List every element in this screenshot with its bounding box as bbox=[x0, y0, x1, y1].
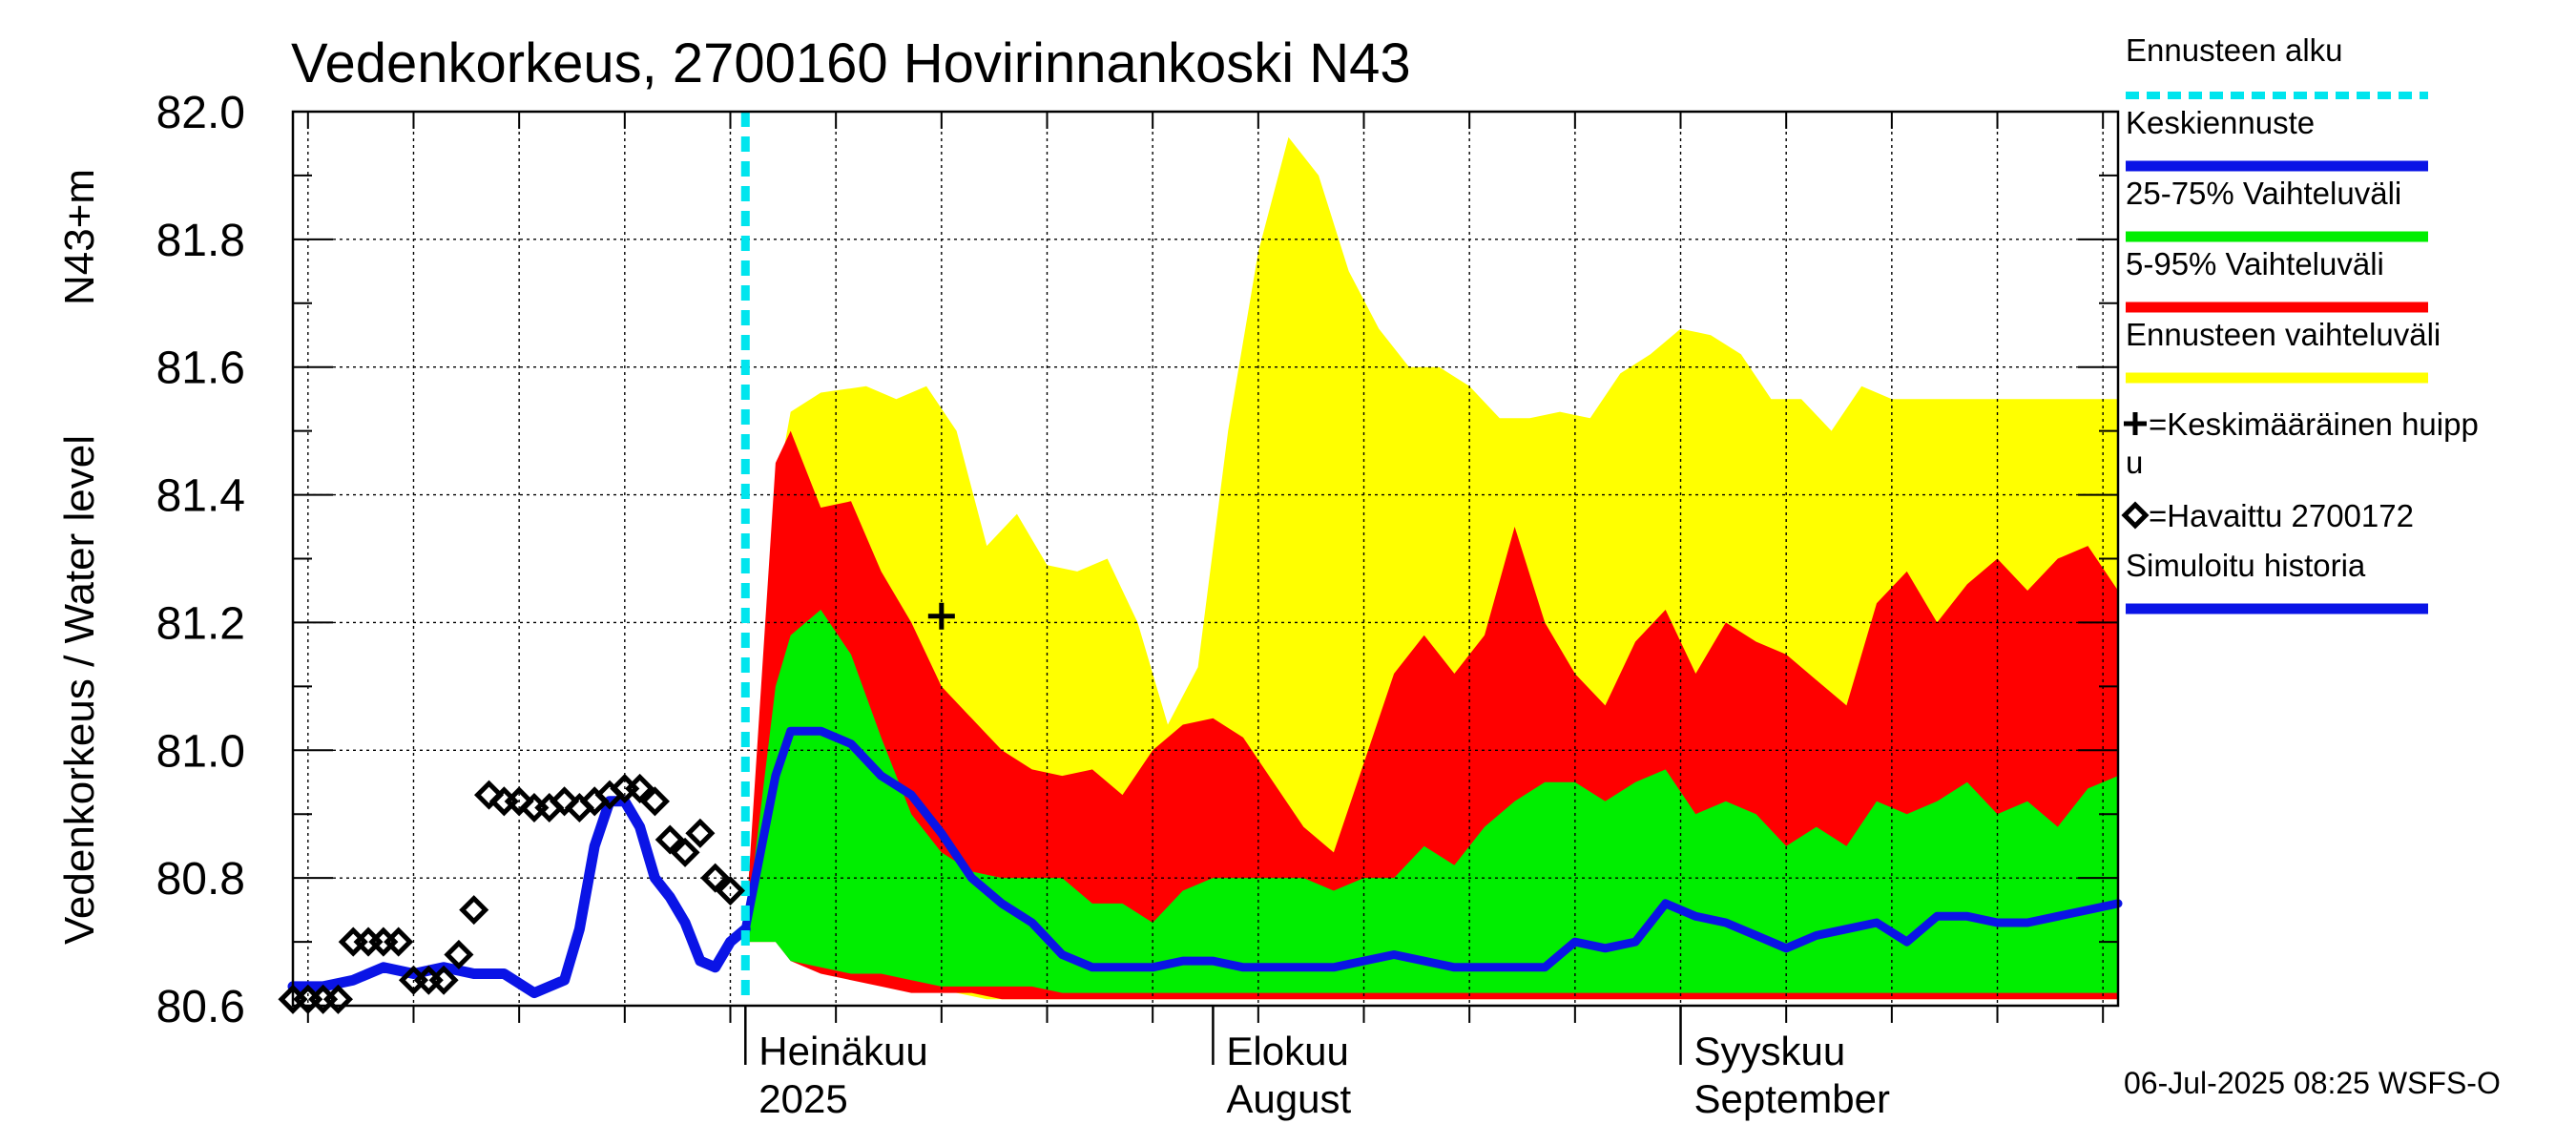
average-peak-marker bbox=[927, 602, 955, 630]
axes: 80.6 80.8 81.0 81.2 81.4 81.6 81.8 82.0 Heinäkuu… bbox=[156, 88, 2118, 1121]
y-axis-unit-label: N43+m bbox=[56, 169, 103, 305]
forecast-bands bbox=[745, 136, 2118, 1000]
legend-label: Keskiennuste bbox=[2126, 105, 2315, 140]
footer-timestamp: 06-Jul-2025 08:25 WSFS-O bbox=[2124, 1066, 2501, 1100]
observed-marker bbox=[625, 773, 655, 803]
observed-marker bbox=[322, 984, 353, 1014]
simulated-history-line bbox=[287, 796, 751, 999]
x-month-label: Elokuu bbox=[1226, 1029, 1348, 1073]
x-month-sublabel: September bbox=[1694, 1076, 1890, 1121]
band-25-75 bbox=[745, 610, 2118, 993]
legend-label: Simuloitu historia bbox=[2126, 548, 2366, 583]
y-tick-label: 81.6 bbox=[156, 344, 245, 394]
legend: Ennusteen alku Keskiennuste 25-75% Vaihtel… bbox=[2121, 32, 2479, 614]
observation-markers bbox=[278, 602, 955, 1014]
y-tick-label: 81.2 bbox=[156, 598, 245, 649]
legend-label: Ennusteen alku bbox=[2126, 32, 2343, 68]
x-month-label: Syyskuu bbox=[1694, 1029, 1846, 1073]
mean-forecast-line bbox=[740, 726, 2123, 972]
y-tick-label: 81.8 bbox=[156, 216, 245, 266]
x-month-sublabel: August bbox=[1226, 1076, 1351, 1121]
observed-marker bbox=[700, 863, 731, 893]
observed-marker bbox=[685, 818, 716, 848]
legend-label-continued: u bbox=[2126, 445, 2143, 480]
y-tick-label: 82.0 bbox=[156, 88, 245, 138]
legend-label: 5-95% Vaihteluväli bbox=[2126, 246, 2384, 281]
observed-marker bbox=[459, 895, 489, 926]
legend-label: Ennusteen vaihteluväli bbox=[2126, 317, 2441, 352]
legend-label: =Keskimääräinen huipp bbox=[2149, 406, 2479, 442]
observed-marker bbox=[384, 926, 414, 957]
legend-diamond-symbol bbox=[2121, 501, 2150, 530]
observed-marker bbox=[473, 780, 505, 810]
observed-marker bbox=[550, 786, 580, 817]
y-tick-label: 81.4 bbox=[156, 471, 245, 522]
y-tick-label: 80.6 bbox=[156, 982, 245, 1032]
observed-marker bbox=[444, 939, 474, 969]
legend-label: 25-75% Vaihteluväli bbox=[2126, 176, 2401, 211]
legend-label: =Havaittu 2700172 bbox=[2149, 498, 2414, 533]
y-axis-label: Vedenkorkeus / Water level bbox=[56, 435, 103, 945]
series-lines bbox=[287, 112, 2123, 1006]
observed-marker bbox=[428, 965, 459, 995]
observed-marker bbox=[639, 786, 670, 817]
observed-marker bbox=[654, 824, 685, 855]
grid-lines bbox=[293, 112, 2118, 1006]
observed-marker bbox=[504, 786, 534, 817]
legend-plus-symbol bbox=[2124, 412, 2147, 435]
x-month-sublabel: 2025 bbox=[758, 1076, 847, 1121]
x-month-label: Heinäkuu bbox=[758, 1029, 927, 1073]
y-tick-label: 80.8 bbox=[156, 854, 245, 905]
observed-marker bbox=[670, 837, 700, 867]
observed-marker bbox=[715, 875, 746, 906]
y-tick-label: 81.0 bbox=[156, 726, 245, 777]
chart-title: Vedenkorkeus, 2700160 Hovirinnankoski N4… bbox=[291, 32, 1411, 94]
